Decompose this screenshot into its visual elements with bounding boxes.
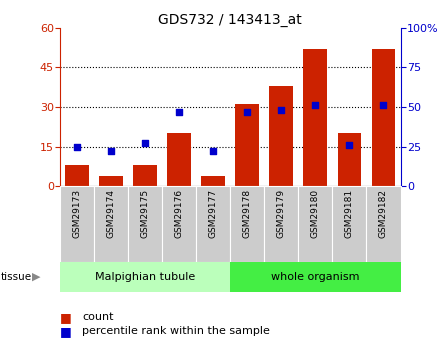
Bar <box>201 176 225 186</box>
Bar <box>269 86 293 186</box>
Text: GSM29173: GSM29173 <box>73 189 81 238</box>
Text: GSM29181: GSM29181 <box>345 189 354 238</box>
Point <box>312 102 319 108</box>
Text: tissue: tissue <box>1 272 32 282</box>
Text: ▶: ▶ <box>32 272 40 282</box>
Point <box>380 102 387 108</box>
Point <box>73 144 81 149</box>
Bar <box>94 186 128 262</box>
Text: Malpighian tubule: Malpighian tubule <box>95 272 195 282</box>
Bar <box>367 186 401 262</box>
Bar <box>303 49 328 186</box>
Text: GSM29174: GSM29174 <box>107 189 116 238</box>
Bar <box>99 176 123 186</box>
Text: whole organism: whole organism <box>271 272 360 282</box>
Point <box>108 149 115 154</box>
Text: count: count <box>82 313 114 322</box>
Bar <box>235 104 259 186</box>
Text: GSM29177: GSM29177 <box>209 189 218 238</box>
Point <box>210 149 217 154</box>
Point <box>142 141 149 146</box>
Bar <box>167 134 191 186</box>
Bar <box>231 186 264 262</box>
Bar <box>60 262 231 292</box>
Bar <box>264 186 299 262</box>
Bar <box>133 165 157 186</box>
Text: GSM29178: GSM29178 <box>243 189 252 238</box>
Bar <box>231 262 400 292</box>
Point <box>176 109 183 115</box>
Title: GDS732 / 143413_at: GDS732 / 143413_at <box>158 12 302 27</box>
Text: GSM29182: GSM29182 <box>379 189 388 238</box>
Bar <box>65 165 89 186</box>
Bar <box>299 186 332 262</box>
Bar <box>332 186 367 262</box>
Bar <box>60 186 94 262</box>
Text: ■: ■ <box>60 311 72 324</box>
Bar <box>128 186 162 262</box>
Text: GSM29179: GSM29179 <box>277 189 286 238</box>
Point <box>278 107 285 113</box>
Text: percentile rank within the sample: percentile rank within the sample <box>82 326 270 336</box>
Bar <box>196 186 231 262</box>
Bar <box>372 49 396 186</box>
Text: GSM29175: GSM29175 <box>141 189 150 238</box>
Bar <box>337 134 361 186</box>
Bar <box>162 186 196 262</box>
Point <box>244 109 251 115</box>
Text: ■: ■ <box>60 325 72 338</box>
Point <box>346 142 353 148</box>
Text: GSM29176: GSM29176 <box>175 189 184 238</box>
Text: GSM29180: GSM29180 <box>311 189 320 238</box>
